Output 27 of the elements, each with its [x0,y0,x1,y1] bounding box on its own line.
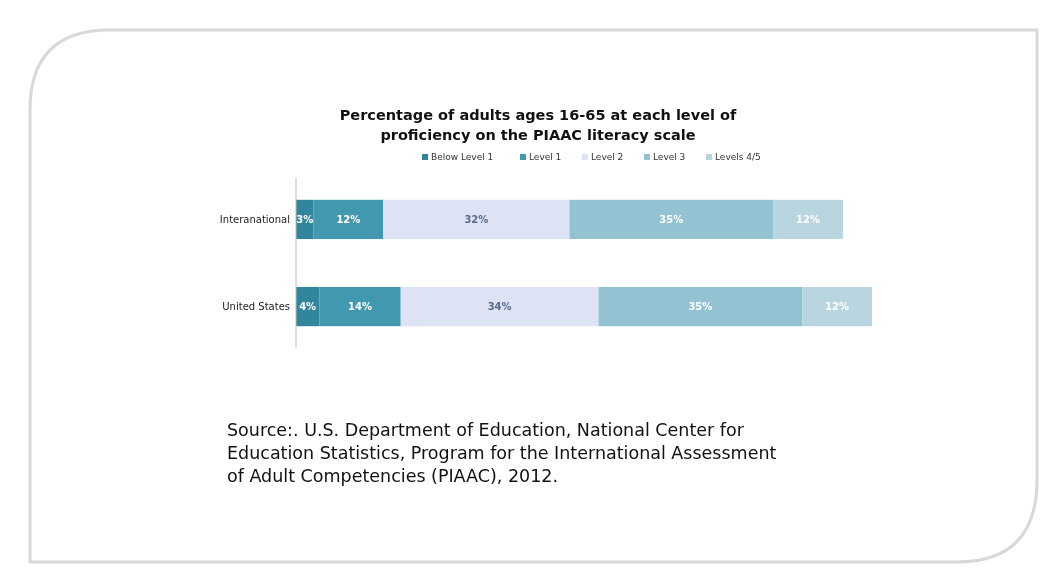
bar [802,286,872,327]
data-label: 12% [796,213,820,225]
bar [319,286,401,327]
y-tick-label: Interanational [219,213,290,225]
y-tick-label: United States [222,301,290,313]
legend-label: Levels 4/5 [715,152,761,162]
legend-label: Level 3 [653,152,686,162]
data-label: 4% [299,301,317,313]
legend-label: Level 2 [591,152,624,162]
data-label: 14% [348,301,372,313]
bar [773,199,843,240]
chart-title: Percentage of adults ages 16-65 at each level of proficiency on the PIAAC literacy scale [339,107,737,143]
data-label: 32% [464,213,489,225]
legend-label: Level 1 [529,152,562,162]
legend-label: Below Level 1 [431,152,494,162]
data-label: 35% [688,301,713,313]
bar [313,199,384,240]
bar [569,199,774,240]
source-note: Source:. U.S. Department of Education, National Center for Education Statistics, Program for the International Assessment of Adult Competencies (PIAAC), 2012. [227,420,777,486]
data-label: 34% [487,301,512,313]
bar [383,199,570,240]
data-label: 12% [336,213,361,225]
data-label: 35% [659,213,684,225]
bar [598,286,803,327]
data-label: 12% [825,301,850,313]
data-label: 3% [296,213,314,225]
bar [400,286,599,327]
